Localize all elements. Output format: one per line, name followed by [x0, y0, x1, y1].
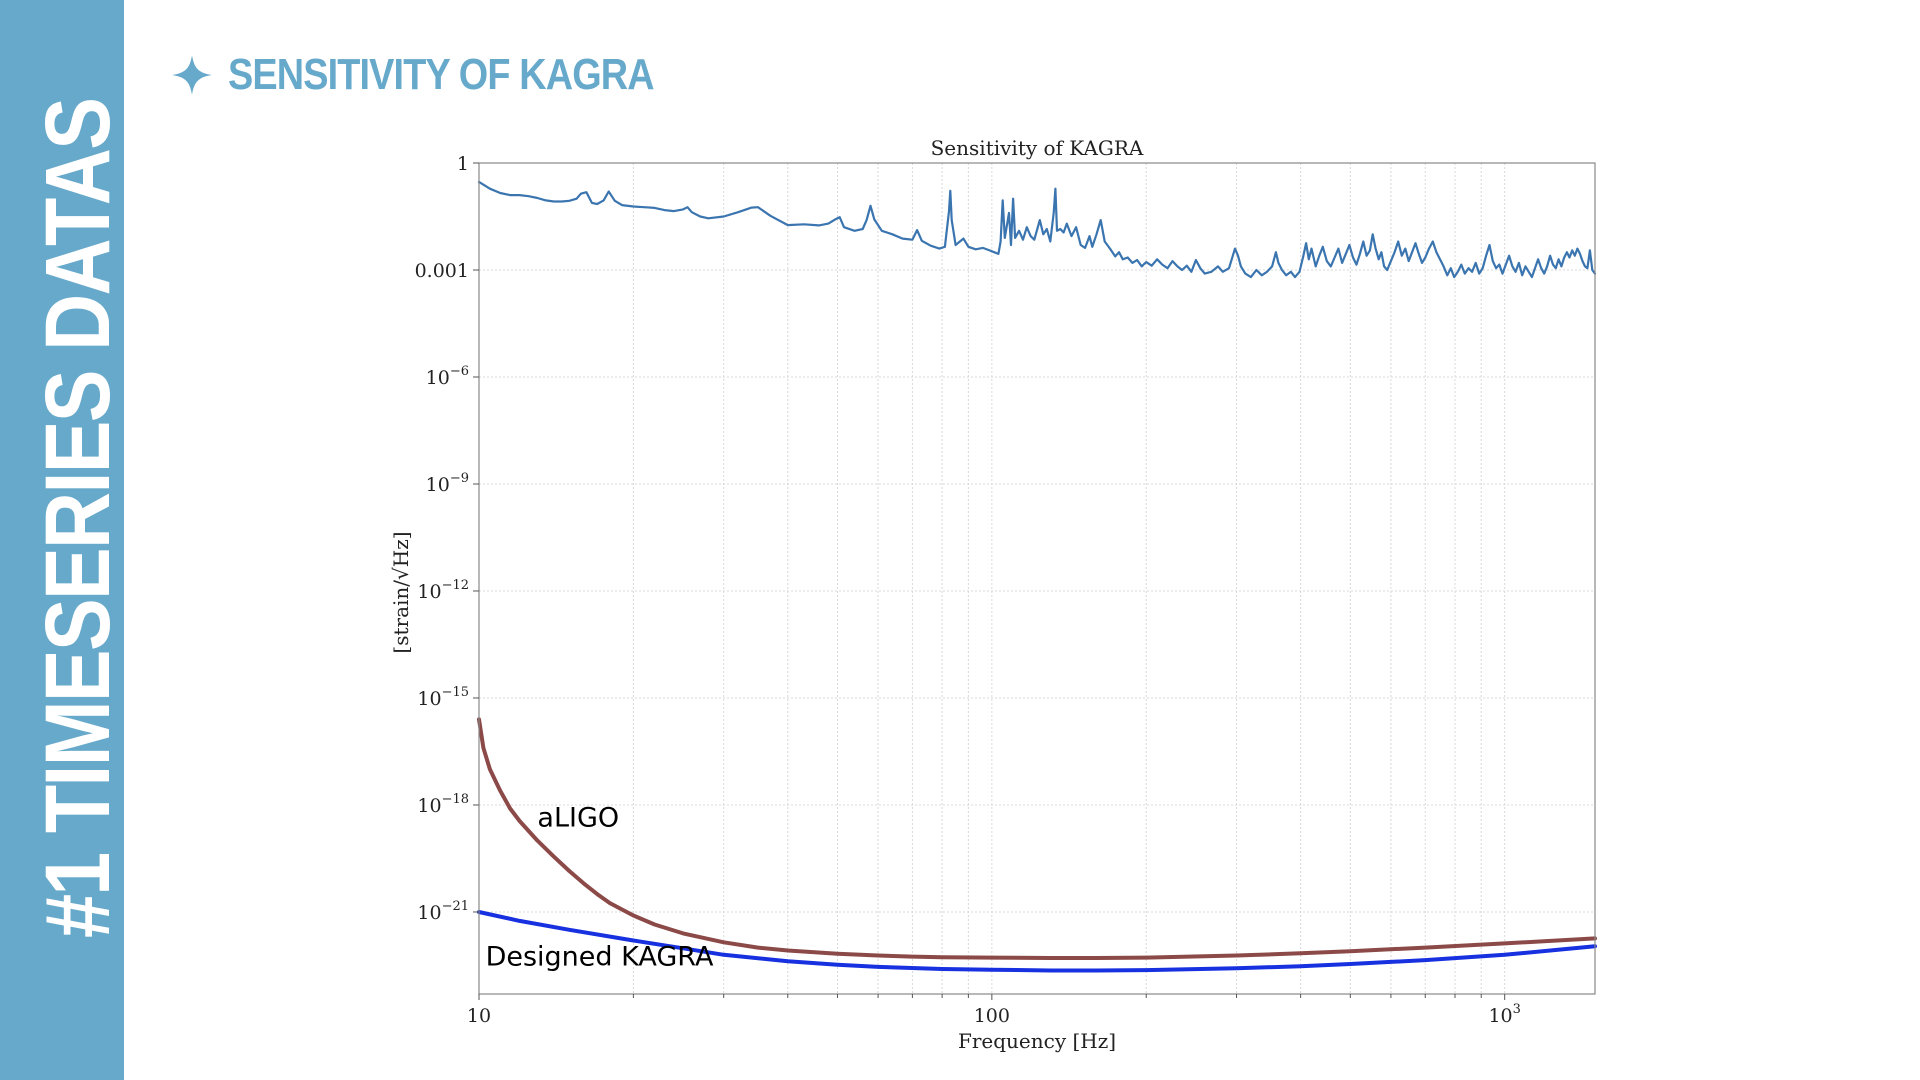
ticks: 1 0.001 10−6 10−9 10−12 10−15 10−18 10−21 10 100 1… [415, 153, 1521, 1027]
series-line-kagra-measured [477, 180, 1597, 279]
y-tick-label: 10−15 [417, 685, 469, 710]
y-tick-label: 10−9 [426, 471, 469, 496]
grid [478, 162, 1595, 994]
y-tick-label: 1 [457, 153, 469, 175]
slide-title: SENSITIVITY OF KAGRA [228, 50, 655, 99]
annotation-label: aLIGO [537, 802, 619, 833]
x-tick-label: 100 [974, 1005, 1010, 1027]
x-axis-label: Frequency [Hz] [958, 1029, 1116, 1053]
sidebar-band: #1 TIMESERIES DATAS [0, 0, 129, 1080]
annotation-label: Designed KAGRA [486, 941, 714, 972]
y-tick-label: 10−21 [417, 899, 469, 924]
x-tick-label: 10 [467, 1005, 491, 1027]
y-axis-label: [strain/√Hz] [389, 531, 413, 653]
annotations: aLIGO Designed KAGRA [486, 802, 714, 972]
slide-heading: SENSITIVITY OF KAGRA [170, 50, 723, 100]
y-tick-label: 10−6 [426, 364, 469, 389]
chart-title: Sensitivity of KAGRA [931, 136, 1144, 160]
series-line-designed-kagra [477, 910, 1597, 973]
series-layer [477, 180, 1597, 973]
series-line-aligo [477, 717, 1597, 960]
four-point-star-icon [172, 55, 212, 95]
y-tick-label: 10−18 [417, 792, 469, 817]
y-tick-label: 0.001 [415, 260, 469, 282]
axes-frame [478, 162, 1596, 995]
x-tick-label: 103 [1488, 1002, 1520, 1027]
y-tick-label: 10−12 [417, 578, 469, 603]
